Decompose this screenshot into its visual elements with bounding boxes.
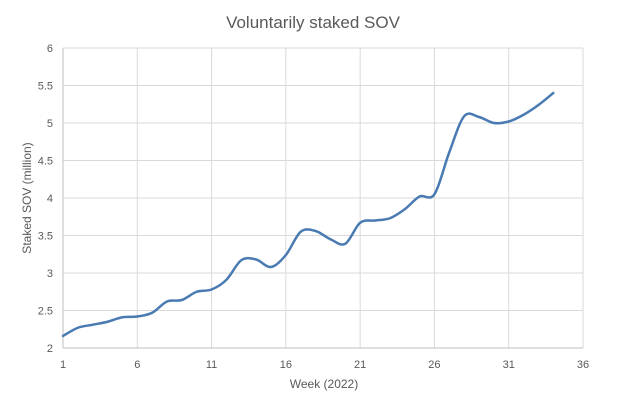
data-point <box>224 278 228 282</box>
x-tick-label: 11 <box>206 359 217 371</box>
data-point <box>492 121 496 125</box>
x-tick-label: 26 <box>428 359 440 371</box>
x-tick-label: 36 <box>577 359 589 371</box>
data-point <box>284 253 288 257</box>
data-point <box>328 237 332 241</box>
data-point <box>373 219 377 223</box>
data-point <box>165 300 169 304</box>
data-point <box>61 334 65 338</box>
data-point <box>195 290 199 294</box>
data-point <box>120 315 124 319</box>
data-point <box>358 221 362 225</box>
data-point <box>388 216 392 220</box>
data-point <box>477 115 481 119</box>
y-tick-label: 2.5 <box>38 306 53 318</box>
y-tick-label: 4 <box>47 193 53 205</box>
data-point <box>536 103 540 107</box>
data-point <box>299 230 303 234</box>
series-line <box>61 91 555 338</box>
x-tick-label: 31 <box>503 359 515 371</box>
y-tick-label: 3.5 <box>38 231 53 243</box>
chart-title: Voluntarily staked SOV <box>226 13 401 32</box>
axes <box>62 48 583 349</box>
data-point <box>254 258 258 262</box>
gridlines <box>62 47 584 349</box>
data-point <box>239 258 243 262</box>
tick-labels: 22.533.544.555.561 6 11 16 21 26 31 36 <box>38 43 589 371</box>
data-point <box>210 288 214 292</box>
y-tick-label: 5.5 <box>38 81 53 93</box>
data-point <box>180 298 184 302</box>
data-point <box>91 323 95 327</box>
data-point <box>269 265 273 269</box>
data-point <box>150 311 154 315</box>
data-point <box>314 229 318 233</box>
x-tick-label: 16 <box>280 359 292 371</box>
data-point <box>462 114 466 118</box>
y-tick-label: 4.5 <box>38 156 53 168</box>
y-tick-label: 5 <box>47 118 53 130</box>
data-point <box>522 113 526 117</box>
data-point <box>403 207 407 211</box>
data-point <box>447 150 451 154</box>
data-point <box>343 242 347 246</box>
data-point <box>551 91 555 95</box>
series-layer <box>61 91 555 338</box>
data-point <box>432 192 436 196</box>
data-point <box>507 120 511 124</box>
data-point <box>76 326 80 330</box>
data-point <box>106 320 110 324</box>
x-tick-label: 1 <box>60 359 66 371</box>
x-axis-title: Week (2022) <box>290 377 358 391</box>
data-point <box>418 195 422 199</box>
y-tick-label: 6 <box>47 43 53 55</box>
y-tick-label: 3 <box>47 268 53 280</box>
y-tick-label: 2 <box>47 343 53 355</box>
x-tick-label: 21 <box>354 359 366 371</box>
x-tick-label: 6 <box>134 359 140 371</box>
y-axis-title: Staked SOV (million) <box>20 142 34 253</box>
data-point <box>135 315 139 319</box>
